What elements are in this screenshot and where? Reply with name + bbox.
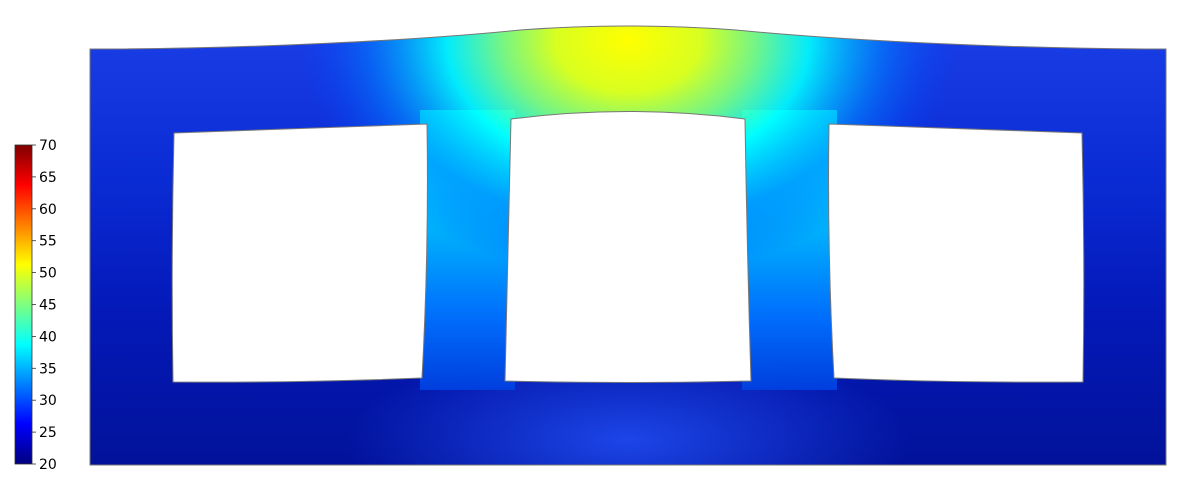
colorbar-tick-label: 70	[39, 138, 57, 154]
colorbar-tick-label: 30	[39, 393, 57, 409]
colorbar-tick-label: 60	[39, 202, 57, 218]
colorbar-tick-label: 55	[39, 234, 57, 250]
deformed-body	[89, 25, 1167, 466]
body-outline	[89, 25, 1167, 466]
colorbar-tick-label: 45	[39, 298, 57, 314]
colorbar-tick-label: 35	[39, 361, 57, 377]
colorbar-gradient	[14, 144, 33, 465]
colorbar-ticks: 70 65 60 55 50 45 40 35 30 25 20	[32, 138, 57, 473]
right-opening	[828, 123, 1085, 383]
colorbar-tick-label: 65	[39, 170, 57, 186]
colorbar: 70 65 60 55 50 45 40 35 30 25 20	[14, 138, 57, 473]
center-opening	[504, 111, 752, 383]
colorbar-tick-label: 25	[39, 425, 57, 441]
colorbar-tick-label: 40	[39, 329, 57, 345]
colorbar-tick-label: 50	[39, 266, 57, 282]
left-opening	[171, 123, 428, 383]
colorbar-tick-label: 20	[39, 457, 57, 473]
